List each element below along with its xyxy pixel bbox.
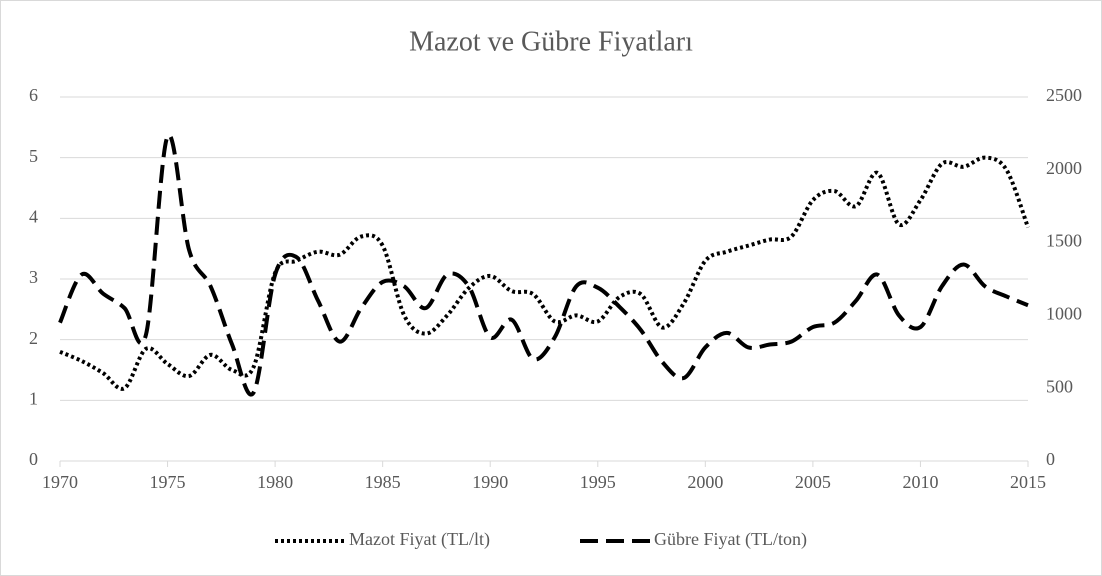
y2-tick-label: 1500 xyxy=(1046,231,1082,251)
line-series xyxy=(58,133,1029,397)
y-tick-label: 3 xyxy=(29,267,38,287)
x-tick-label: 2015 xyxy=(1010,472,1046,492)
x-tick-label: 1985 xyxy=(365,472,401,492)
y2-tick-label: 500 xyxy=(1046,376,1073,396)
y2-tick-label: 2500 xyxy=(1046,85,1082,105)
x-tick-label: 2010 xyxy=(902,472,938,492)
chart-title: Mazot ve Gübre Fiyatları xyxy=(409,26,693,57)
line-series xyxy=(59,155,1030,391)
x-tick-label: 2000 xyxy=(687,472,723,492)
x-tick-label: 1990 xyxy=(472,472,508,492)
y2-tick-label: 0 xyxy=(1046,449,1055,469)
x-tick-label: 1995 xyxy=(580,472,616,492)
y-tick-label: 0 xyxy=(29,449,38,469)
x-tick-label: 1980 xyxy=(257,472,293,492)
y-tick-label: 4 xyxy=(29,206,38,226)
y-tick-label: 2 xyxy=(29,328,38,348)
y-tick-label: 6 xyxy=(29,85,38,105)
x-tick-label: 1975 xyxy=(150,472,186,492)
y2-tick-label: 1000 xyxy=(1046,304,1082,324)
x-tick-label: 2005 xyxy=(795,472,831,492)
legend-label: Mazot Fiyat (TL/lt) xyxy=(349,529,490,550)
legend-label: Gübre Fiyat (TL/ton) xyxy=(654,529,807,550)
x-tick-label: 1970 xyxy=(42,472,78,492)
y-tick-label: 5 xyxy=(29,146,38,166)
y2-tick-label: 2000 xyxy=(1046,158,1082,178)
y-tick-label: 1 xyxy=(29,388,38,408)
